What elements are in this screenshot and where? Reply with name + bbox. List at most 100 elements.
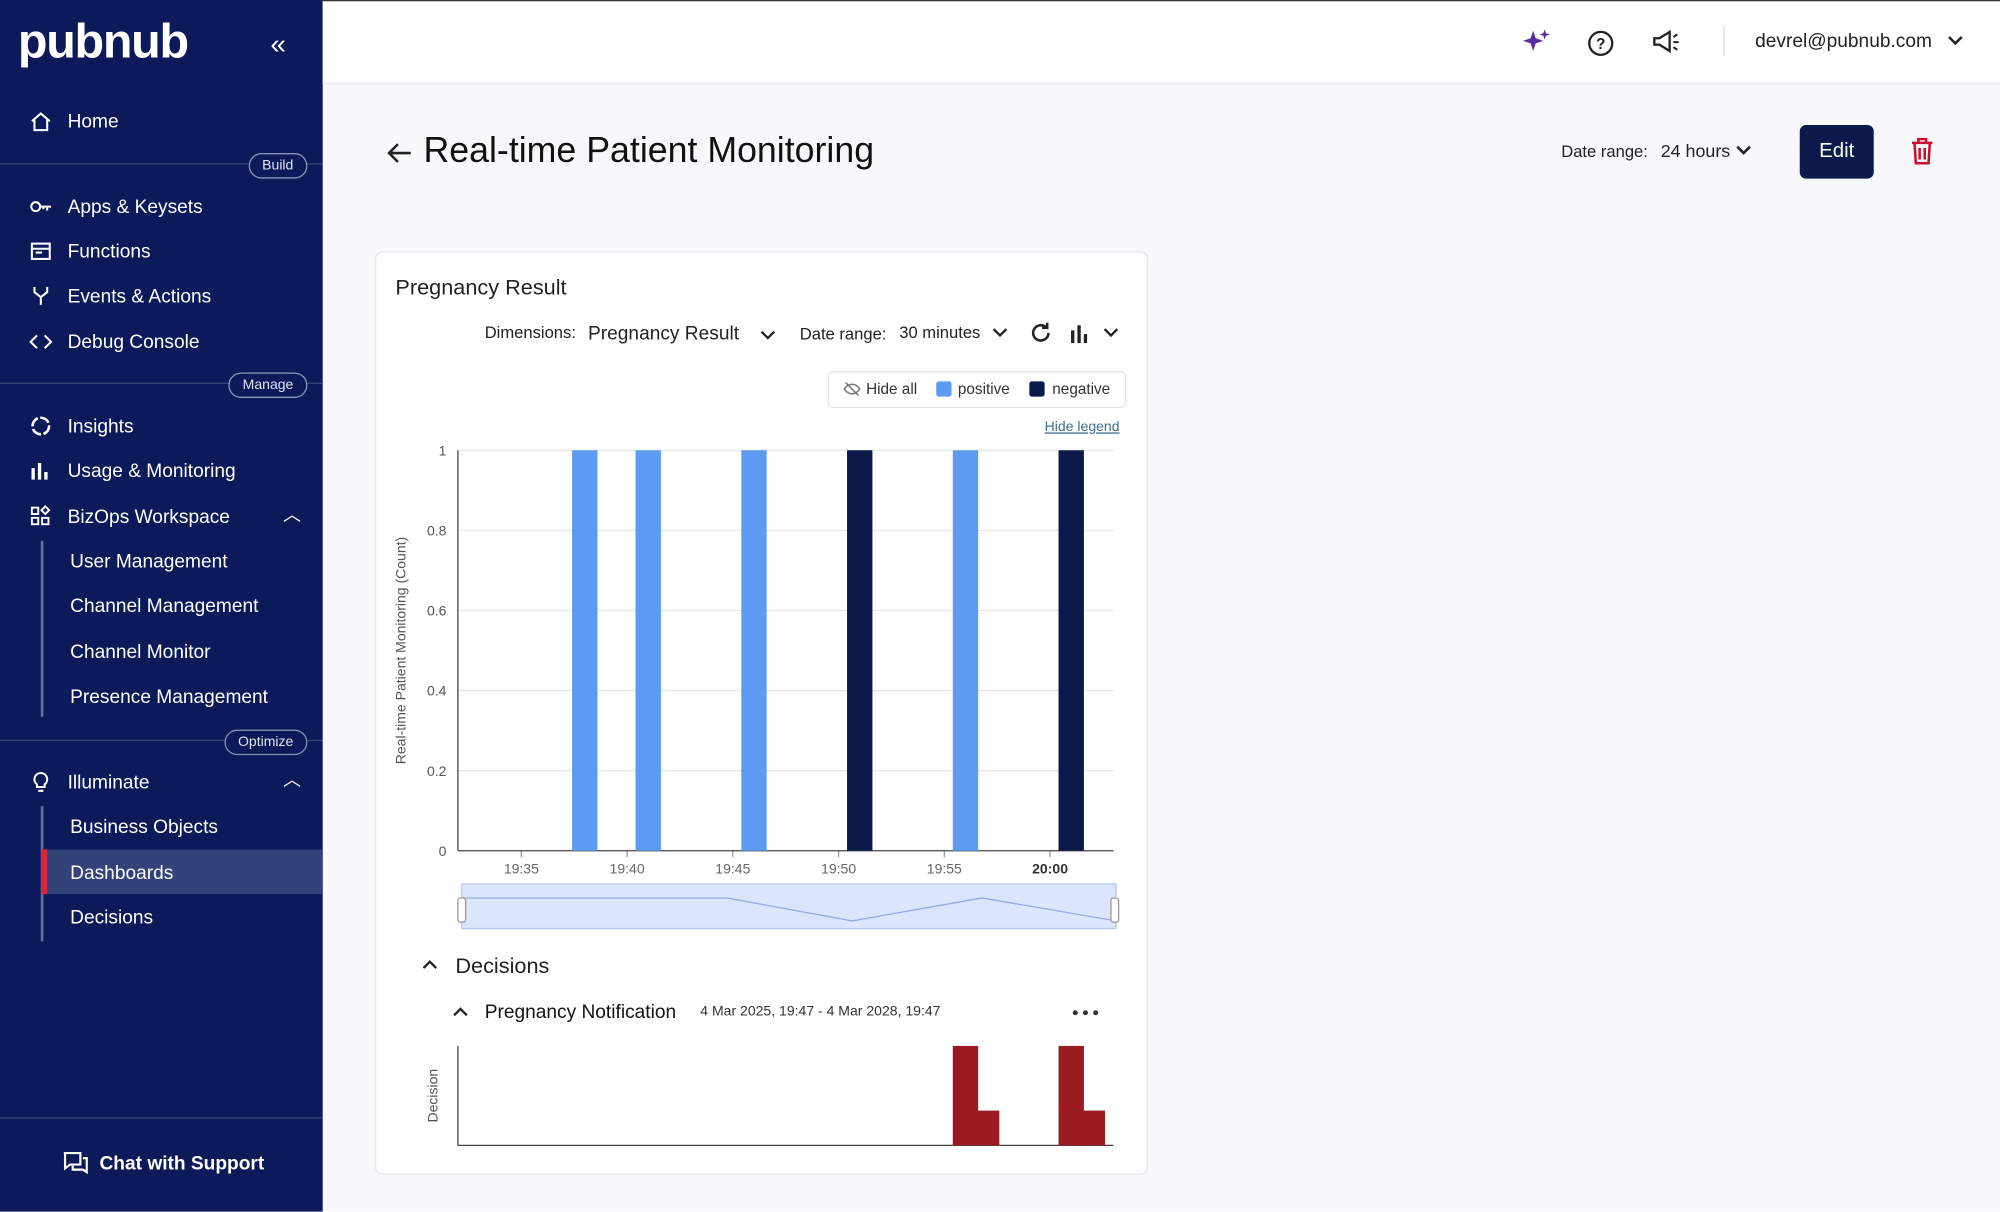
label: Dimensions: bbox=[484, 322, 576, 342]
active-item-bg bbox=[40, 849, 323, 895]
refresh-icon[interactable] bbox=[1028, 320, 1054, 346]
functions-icon bbox=[30, 242, 51, 260]
x-tick-label: 19:45 bbox=[715, 861, 750, 877]
page-title: Real-time Patient Monitoring bbox=[423, 130, 875, 170]
key-icon bbox=[30, 201, 52, 213]
sidebar: pubnub « Home Build Apps & Keysets Funct… bbox=[0, 0, 323, 1212]
home-icon bbox=[31, 112, 51, 132]
nav-item[interactable]: Functions bbox=[67, 241, 151, 263]
bar bbox=[635, 450, 661, 851]
back-arrow[interactable] bbox=[385, 140, 413, 166]
bar bbox=[1079, 1110, 1106, 1146]
announce-icon[interactable] bbox=[1652, 29, 1680, 55]
edit-button[interactable]: Edit bbox=[1799, 124, 1874, 179]
usage-icon bbox=[31, 463, 48, 480]
label: Date range: bbox=[799, 323, 887, 344]
nav-item[interactable]: BizOps Workspace bbox=[67, 506, 230, 529]
events-icon bbox=[33, 286, 49, 305]
bar bbox=[1058, 450, 1084, 851]
collapse-chevron[interactable] bbox=[421, 958, 439, 971]
hide-all[interactable]: Hide all bbox=[866, 380, 918, 398]
chevron[interactable] bbox=[991, 327, 1009, 340]
y-tick-label: 0.2 bbox=[427, 763, 447, 779]
y-axis-label: Decision bbox=[424, 1069, 440, 1123]
nav-item[interactable]: Insights bbox=[67, 415, 134, 438]
nav-item[interactable]: Apps & Keysets bbox=[67, 196, 203, 219]
chevron[interactable] bbox=[1735, 144, 1753, 157]
navigator-handle[interactable] bbox=[1110, 897, 1120, 923]
dimension-select[interactable]: Pregnancy Result bbox=[588, 322, 740, 345]
y-tick-label: 0 bbox=[439, 843, 447, 859]
delete-icon[interactable] bbox=[1911, 137, 1934, 166]
x-tick-label: 19:35 bbox=[504, 861, 539, 877]
range-navigator[interactable] bbox=[461, 883, 1117, 930]
bizops-icon bbox=[30, 505, 51, 526]
collapse-chevron[interactable] bbox=[452, 1005, 470, 1018]
bar bbox=[741, 450, 767, 851]
legend-entry[interactable]: positive bbox=[957, 380, 1010, 398]
nav-item[interactable]: Illuminate bbox=[67, 771, 150, 794]
x-tick-label: 19:40 bbox=[610, 861, 645, 877]
section-pill: Optimize bbox=[223, 729, 308, 756]
nav-item[interactable]: Decisions bbox=[70, 906, 154, 929]
nav-item[interactable]: Usage & Monitoring bbox=[67, 460, 236, 483]
navigator-outline bbox=[461, 897, 1117, 922]
nav-item[interactable]: Debug Console bbox=[67, 331, 200, 354]
decision-period: 4 Mar 2025, 19:47 - 4 Mar 2028, 19:47 bbox=[700, 1003, 941, 1020]
y-tick-label: 1 bbox=[439, 442, 447, 458]
y-tick-label: 0.6 bbox=[427, 603, 447, 619]
nav-item[interactable]: Channel Monitor bbox=[70, 641, 211, 664]
bar bbox=[952, 450, 979, 851]
bar bbox=[847, 450, 873, 851]
section-pill: Manage bbox=[228, 372, 308, 398]
chat-icon bbox=[63, 1151, 88, 1175]
chart-type-icon[interactable] bbox=[1069, 321, 1092, 344]
help-icon[interactable]: ? bbox=[1587, 29, 1615, 57]
hide-icon[interactable] bbox=[843, 381, 861, 396]
bar bbox=[572, 450, 598, 851]
bar bbox=[973, 1110, 1000, 1146]
section-title: Decisions bbox=[455, 954, 550, 979]
legend-entry[interactable]: negative bbox=[1052, 380, 1111, 398]
more-menu[interactable] bbox=[1071, 1008, 1099, 1018]
ai-icon[interactable] bbox=[1522, 27, 1553, 58]
user-menu[interactable]: devrel@pubnub.com bbox=[1755, 30, 1932, 53]
nav-item[interactable]: Dashboards bbox=[70, 862, 174, 884]
y-tick-label: 0.8 bbox=[427, 522, 447, 538]
nav-item[interactable]: Events & Actions bbox=[67, 285, 212, 308]
svg-text:?: ? bbox=[1596, 36, 1605, 53]
top-bar bbox=[322, 0, 2000, 85]
chevron[interactable] bbox=[759, 329, 777, 342]
chevron[interactable] bbox=[1102, 327, 1120, 340]
nav-item[interactable]: Business Objects bbox=[70, 816, 218, 839]
expand-chevron[interactable]: ︿ bbox=[283, 769, 302, 790]
support-link[interactable]: Chat with Support bbox=[99, 1153, 265, 1175]
chevron[interactable] bbox=[1946, 34, 1964, 47]
debug-icon bbox=[29, 334, 53, 349]
y-axis-label: Real-time Patient Monitoring (Count) bbox=[393, 537, 409, 764]
date-range-select[interactable]: 30 minutes bbox=[899, 322, 981, 342]
logo: pubnub bbox=[17, 15, 189, 69]
legend-swatch bbox=[1029, 381, 1045, 397]
nav-item[interactable]: Home bbox=[67, 110, 119, 133]
section-pill: Build bbox=[248, 153, 308, 179]
illuminate-icon bbox=[33, 771, 49, 792]
x-tick-label: 19:50 bbox=[821, 861, 856, 877]
y-tick-label: 0.4 bbox=[427, 683, 447, 699]
expand-chevron[interactable]: ︿ bbox=[283, 503, 302, 525]
collapse-button[interactable]: « bbox=[270, 28, 287, 60]
nav-item[interactable]: Presence Management bbox=[70, 686, 268, 708]
navigator-handle[interactable] bbox=[457, 897, 467, 923]
hide-legend-link[interactable]: Hide legend bbox=[1044, 419, 1120, 435]
date-range-select[interactable]: 24 hours bbox=[1660, 140, 1731, 161]
label: Date range: bbox=[1561, 141, 1648, 161]
legend-swatch bbox=[936, 381, 952, 397]
x-tick-label: 20:00 bbox=[1032, 861, 1068, 877]
nav-item[interactable]: Channel Management bbox=[70, 595, 259, 618]
nav-item[interactable]: User Management bbox=[70, 551, 228, 573]
widget-title: Pregnancy Result bbox=[395, 275, 567, 300]
insights-icon bbox=[31, 416, 51, 436]
